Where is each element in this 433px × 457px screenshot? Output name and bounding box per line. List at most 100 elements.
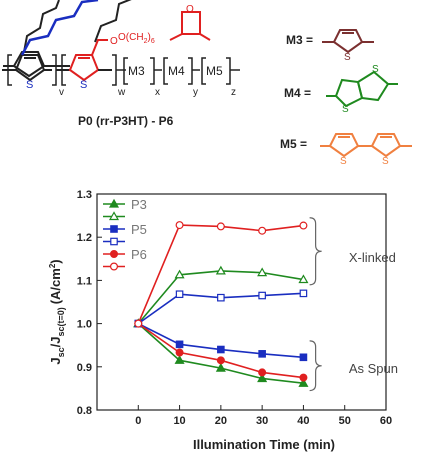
polymer-caption: P0 (rr-P3HT) - P6: [78, 114, 174, 128]
m5-sulfur-1: S: [340, 156, 347, 167]
data-point: [299, 221, 308, 230]
sulfur-atom: S: [26, 79, 33, 91]
svg-text:M3: M3: [128, 64, 145, 78]
x-tick-label: 0: [135, 415, 141, 427]
x-tick-label: 60: [380, 415, 392, 427]
legend-label: P3: [131, 197, 147, 212]
y-tick-label: 0.9: [77, 362, 92, 374]
subscript-z: z: [231, 87, 236, 98]
def-m5-label: M5 =: [280, 137, 307, 151]
series-layer: [133, 221, 309, 387]
y-tick-label: 1.3: [77, 189, 92, 201]
data-point: [257, 267, 268, 277]
data-point: [109, 249, 118, 258]
brace: [309, 217, 322, 286]
annotation-as-spun: As Spun: [349, 361, 398, 376]
oxetane-oxygen: O: [186, 4, 194, 15]
block-m3: M3: [116, 57, 155, 85]
data-point: [298, 378, 309, 387]
data-point: [257, 373, 268, 383]
x-tick-label: 10: [173, 415, 185, 427]
data-point: [258, 368, 267, 377]
data-point: [258, 350, 266, 358]
x-tick-label: 40: [297, 415, 309, 427]
data-point: [108, 198, 120, 208]
legend-label: P5: [131, 222, 147, 237]
m4-thienothiophene: [326, 70, 398, 108]
y-axis-label: Jsc/Jsc(t=0)(A/cm2): [48, 259, 66, 364]
m3-sulfur: S: [344, 52, 351, 63]
def-m3-label: M3 =: [286, 33, 313, 47]
plot-area: [96, 193, 387, 411]
series-1: [133, 265, 309, 328]
x-tick-label: 30: [256, 415, 268, 427]
svg-text:M4: M4: [168, 64, 185, 78]
data-point: [109, 262, 118, 271]
data-point: [110, 237, 118, 246]
block-m4: M4: [154, 57, 193, 85]
thiophene-unit-w: [56, 39, 112, 82]
x-axis-ticks: 0 10 20 30 40 50 60: [135, 405, 392, 427]
data-point: [215, 265, 226, 275]
subscript-w: w: [117, 87, 126, 98]
data-point: [174, 355, 185, 364]
y-tick-label: 1.2: [77, 232, 92, 244]
series-2: [134, 319, 308, 362]
block-m5: M5: [192, 57, 240, 85]
legend: P3 P5 P6: [103, 197, 147, 271]
data-point: [175, 348, 184, 357]
data-point: [175, 340, 184, 349]
data-point: [108, 211, 120, 221]
oxetane-group: [169, 11, 211, 41]
hexyl-chain: [20, 0, 99, 56]
series-4: [134, 319, 308, 382]
side-chain-label: O(CH2)6: [118, 32, 155, 45]
polymer-structure-scheme: S v S w O O(CH2)6 O M3 x: [2, 0, 412, 167]
x-tick-label: 50: [339, 415, 351, 427]
x-axis-label: Illumination Time (min): [193, 437, 335, 452]
subscript-v: v: [59, 87, 64, 98]
x-tick-label: 20: [215, 415, 227, 427]
annotation-x-linked: X-linked: [349, 250, 396, 265]
data-point: [216, 356, 225, 365]
data-point: [174, 269, 185, 279]
y-tick-label: 1.0: [77, 319, 92, 331]
thiophene-unit-v: [2, 54, 52, 82]
data-point: [175, 221, 184, 230]
data-point: [258, 291, 266, 300]
data-point: [298, 274, 309, 284]
data-point: [258, 226, 267, 235]
data-point: [299, 353, 308, 362]
data-point: [175, 290, 184, 299]
data-point: [299, 373, 308, 382]
y-axis-ticks: 0.8 0.9 1.0 1.1 1.2 1.3: [77, 189, 102, 417]
side-chain-oxygen: O: [110, 36, 118, 47]
brace: [309, 340, 322, 392]
group-braces: [309, 217, 322, 392]
m3-thiophene: [322, 29, 374, 54]
sulfur-atom-2: S: [80, 79, 87, 91]
m4-sulfur-1: S: [342, 104, 349, 115]
data-point: [217, 293, 225, 302]
series-3: [134, 289, 308, 328]
data-point: [217, 345, 225, 354]
subscript-x: x: [155, 87, 160, 98]
data-point: [215, 362, 226, 372]
series-5: [134, 221, 308, 328]
y-tick-label: 0.8: [77, 405, 92, 417]
data-point: [299, 289, 308, 298]
data-point: [134, 319, 143, 328]
jsc-ratio-chart: 0 10 20 30 40 50 60 0.80.91.01.11.21.3 P3P5P6 …: [48, 189, 398, 452]
m4-sulfur-2: S: [372, 64, 379, 75]
y-tick-label: 1.1: [77, 275, 92, 287]
plot-frame: [96, 193, 387, 411]
m5-sulfur-2: S: [382, 156, 389, 167]
def-m4-label: M4 =: [284, 86, 311, 100]
data-point: [110, 225, 118, 233]
legend-label: P6: [131, 247, 147, 262]
svg-text:M5: M5: [206, 64, 223, 78]
m5-bithiophene: [320, 133, 412, 158]
subscript-y: y: [193, 87, 198, 98]
data-point: [216, 222, 225, 231]
backbone: [3, 0, 132, 78]
